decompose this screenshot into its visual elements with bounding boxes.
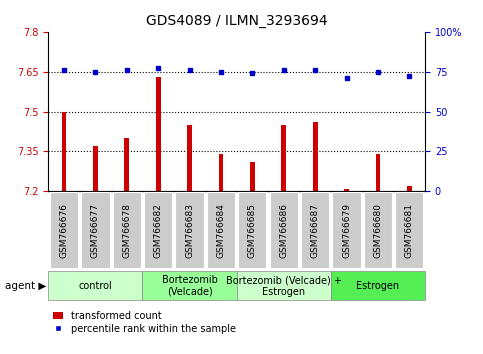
Bar	[219, 154, 223, 191]
Bar	[313, 122, 317, 191]
Title: GDS4089 / ILMN_3293694: GDS4089 / ILMN_3293694	[146, 14, 327, 28]
Bar	[113, 192, 141, 268]
Bar	[250, 162, 255, 191]
Bar	[207, 192, 235, 268]
Text: GSM766681: GSM766681	[405, 202, 414, 258]
Bar	[81, 192, 110, 268]
Bar	[270, 192, 298, 268]
Bar	[331, 272, 425, 300]
Text: Bortezomib
(Velcade): Bortezomib (Velcade)	[162, 275, 217, 297]
Bar	[364, 192, 392, 268]
Text: GSM766678: GSM766678	[122, 202, 131, 258]
Text: GSM766687: GSM766687	[311, 202, 320, 258]
Bar	[407, 186, 412, 191]
Text: GSM766682: GSM766682	[154, 202, 163, 258]
Bar	[238, 192, 267, 268]
Bar	[50, 192, 78, 268]
Text: agent ▶: agent ▶	[4, 281, 46, 291]
Bar	[175, 192, 204, 268]
Text: GSM766684: GSM766684	[216, 202, 226, 258]
Legend: transformed count, percentile rank within the sample: transformed count, percentile rank withi…	[53, 311, 236, 334]
Bar	[187, 125, 192, 191]
Bar	[344, 189, 349, 191]
Text: GSM766683: GSM766683	[185, 202, 194, 258]
Text: GSM766679: GSM766679	[342, 202, 351, 258]
Bar	[395, 192, 424, 268]
Bar	[125, 138, 129, 191]
Bar	[376, 154, 380, 191]
Bar	[301, 192, 329, 268]
Text: GSM766685: GSM766685	[248, 202, 257, 258]
Bar	[142, 272, 237, 300]
Bar	[282, 125, 286, 191]
Text: Estrogen: Estrogen	[356, 281, 399, 291]
Text: control: control	[79, 281, 112, 291]
Bar	[62, 112, 66, 191]
Bar	[156, 77, 160, 191]
Text: GSM766680: GSM766680	[373, 202, 383, 258]
Text: Bortezomib (Velcade) +
Estrogen: Bortezomib (Velcade) + Estrogen	[226, 275, 341, 297]
Text: GSM766686: GSM766686	[279, 202, 288, 258]
Bar	[237, 272, 331, 300]
Bar	[144, 192, 172, 268]
Bar	[332, 192, 361, 268]
Text: GSM766677: GSM766677	[91, 202, 100, 258]
Text: GSM766676: GSM766676	[59, 202, 69, 258]
Bar	[48, 272, 142, 300]
Bar	[93, 146, 98, 191]
